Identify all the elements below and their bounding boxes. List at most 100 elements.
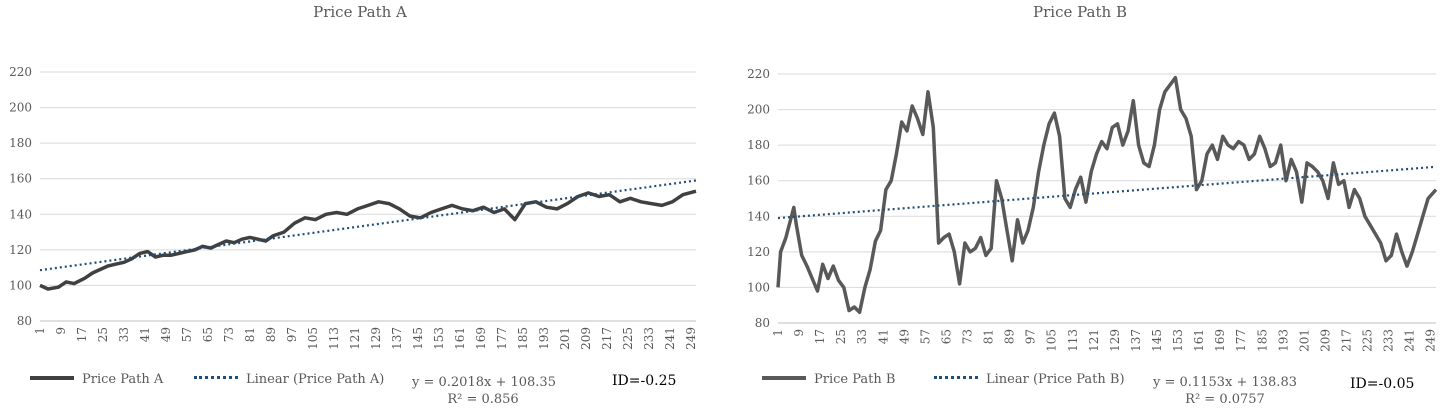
x-tick-label: 89: [1003, 329, 1017, 344]
x-tick-label: 81: [982, 329, 996, 344]
chart-panel-a: Price Path A 80 100 120 140 160 180 200 220 1 9 17…: [9, 3, 698, 407]
x-tick-label: 153: [1171, 329, 1185, 352]
x-tick-label: 233: [642, 327, 656, 350]
x-tick-label: 33: [117, 327, 131, 342]
x-tick-label: 137: [1129, 329, 1143, 352]
x-tick-label: 161: [1192, 329, 1206, 352]
x-tick-label: 41: [138, 327, 152, 342]
legend-solid-line-icon: [762, 375, 806, 380]
x-tick-label: 201: [1297, 329, 1311, 352]
plot-area-a: 80 100 120 140 160 180 200 220 1 9 17 25 33 41 49 57 65 7…: [9, 65, 698, 350]
y-tick-label: 80: [755, 316, 770, 330]
plot-area-b: 80 100 120 140 160 180 200 220 1 9 17 25 33 41 49 57 65 7…: [747, 67, 1438, 352]
y-tick-label: 100: [747, 280, 770, 294]
x-tick-label: 25: [834, 329, 848, 344]
x-tick-label: 249: [684, 327, 698, 350]
x-tick-label: 17: [813, 329, 827, 344]
legend-dotted-line-icon: [194, 376, 238, 379]
y-tick-label: 140: [9, 207, 32, 221]
legend-entry-series-b: Price Path B: [762, 372, 895, 387]
x-tick-label: 121: [348, 327, 362, 350]
y-tick-label: 180: [9, 136, 32, 150]
y-tick-label: 120: [747, 245, 770, 259]
id-label-a: ID=-0.25: [612, 373, 677, 389]
x-tick-label: 105: [1045, 329, 1059, 352]
chart-title-a: Price Path A: [313, 3, 407, 21]
x-tick-label: 97: [1024, 329, 1038, 344]
chart-panel-b: Price Path B 80 100 120 140 160 180 200 220 1 9 17…: [720, 0, 1440, 412]
y-tick-label: 180: [747, 138, 770, 152]
x-tick-label: 65: [939, 329, 953, 344]
x-tick-label: 185: [1255, 329, 1269, 352]
x-tick-label: 65: [201, 327, 215, 342]
y-tick-label: 120: [9, 243, 32, 257]
y-tick-label: 140: [747, 209, 770, 223]
trendline-equation-a: y = 0.2018x + 108.35 R² = 0.856: [412, 375, 556, 407]
x-tick-label: 1: [33, 327, 47, 335]
y-tick-label: 200: [9, 101, 32, 115]
x-tick-label: 57: [918, 329, 932, 344]
x-tick-label: 225: [1361, 329, 1375, 352]
x-tick-label: 217: [1340, 329, 1354, 352]
x-tick-label: 49: [159, 327, 173, 342]
x-tick-label: 73: [222, 327, 236, 342]
x-tick-label: 89: [264, 327, 278, 342]
x-tick-label: 121: [1087, 329, 1101, 352]
trendline-equation-b: y = 0.1153x + 138.83 R² = 0.0757: [1153, 375, 1297, 407]
series-line: [39, 189, 697, 291]
x-tick-label: 177: [1234, 329, 1248, 352]
series-line: [776, 75, 1438, 315]
legend-dotted-line-icon: [934, 376, 978, 379]
legend-entry-trend-b: Linear (Price Path B): [934, 372, 1125, 387]
x-tick-label: 9: [792, 329, 806, 337]
x-tick-label: 145: [1150, 329, 1164, 352]
x-tick-label: 153: [432, 327, 446, 350]
legend-solid-line-icon: [30, 375, 74, 380]
legend-entry-series-a: Price Path A: [30, 372, 163, 387]
x-tick-label: 41: [876, 329, 890, 344]
y-tick-label: 220: [747, 67, 770, 81]
x-tick-label: 209: [1318, 329, 1332, 352]
x-tick-label: 1: [771, 329, 785, 337]
x-tick-label: 9: [54, 327, 68, 335]
x-tick-label: 169: [474, 327, 488, 350]
x-tick-label: 193: [537, 327, 551, 350]
y-tick-label: 100: [9, 278, 32, 292]
x-tick-label: 161: [453, 327, 467, 350]
y-tick-label: 220: [9, 65, 32, 79]
trendline: [39, 179, 697, 272]
trendline: [777, 165, 1437, 220]
x-tick-label: 57: [180, 327, 194, 342]
x-tick-label: 137: [390, 327, 404, 350]
y-tick-label: 160: [747, 174, 770, 188]
x-tick-label: 97: [285, 327, 299, 342]
x-tick-label: 185: [516, 327, 530, 350]
x-tick-label: 105: [306, 327, 320, 350]
x-tick-label: 241: [1403, 329, 1417, 352]
x-tick-label: 249: [1424, 329, 1438, 352]
chart-title-b: Price Path B: [1033, 3, 1127, 21]
x-tick-label: 113: [1066, 329, 1080, 352]
legend-entry-trend-a: Linear (Price Path A): [194, 372, 384, 387]
id-label-b: ID=-0.05: [1350, 376, 1415, 392]
x-tick-label: 129: [1108, 329, 1122, 352]
x-tick-label: 193: [1276, 329, 1290, 352]
x-tick-label: 145: [411, 327, 425, 350]
x-tick-label: 81: [243, 327, 257, 342]
y-tick-label: 80: [17, 314, 32, 328]
x-tick-label: 225: [621, 327, 635, 350]
x-tick-label: 209: [579, 327, 593, 350]
x-tick-label: 33: [855, 329, 869, 344]
x-tick-label: 241: [663, 327, 677, 350]
x-tick-label: 129: [369, 327, 383, 350]
x-tick-label: 177: [495, 327, 509, 350]
x-tick-label: 217: [600, 327, 614, 350]
x-tick-label: 49: [897, 329, 911, 344]
x-tick-label: 233: [1382, 329, 1396, 352]
y-tick-label: 160: [9, 172, 32, 186]
x-tick-label: 25: [96, 327, 110, 342]
x-tick-label: 201: [558, 327, 572, 350]
x-tick-label: 169: [1213, 329, 1227, 352]
x-tick-label: 113: [327, 327, 341, 350]
x-tick-label: 17: [75, 327, 89, 342]
